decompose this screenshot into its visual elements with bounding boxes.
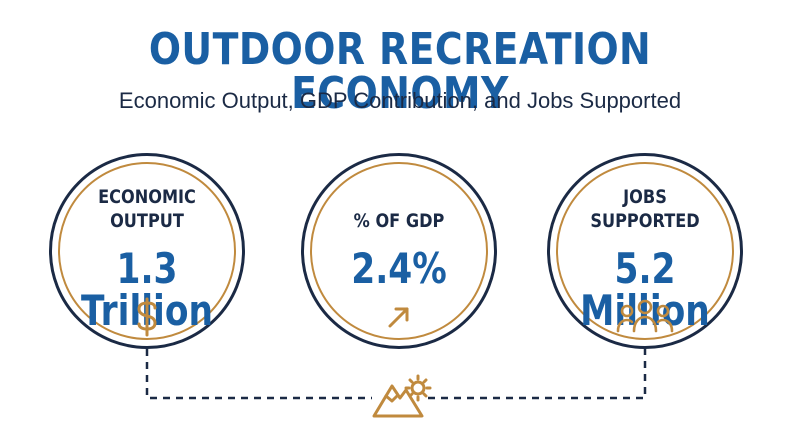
stat-label-line1: % OF GDP <box>353 210 445 232</box>
stat-value: 5.2 Million <box>580 244 710 335</box>
page-title: OUTDOOR RECREATION ECONOMY <box>148 24 652 119</box>
stat-label-line1: ECONOMIC <box>98 186 196 208</box>
arrow-up-right-icon <box>388 307 409 328</box>
mountain-gear-icon <box>372 374 432 418</box>
card-inner-ring <box>310 162 488 340</box>
jobs-supported-card: JOBS SUPPORTED 5.2 Million <box>547 153 743 349</box>
stat-value: 2.4% <box>351 244 447 293</box>
card-inner-ring <box>58 162 236 340</box>
stat-label-line2: SUPPORTED <box>590 210 700 232</box>
stat-label-line2: OUTPUT <box>110 210 184 232</box>
economic-output-card: ECONOMIC OUTPUT 1.3 Trillion <box>49 153 245 349</box>
card-inner-ring <box>556 162 734 340</box>
stat-label-line1: JOBS <box>623 186 667 208</box>
gdp-share-card: % OF GDP 2.4% <box>301 153 497 349</box>
dollar-icon <box>137 297 157 337</box>
people-icon <box>616 299 674 333</box>
page-subtitle: Economic Output, GDP Contribution, and J… <box>118 88 682 113</box>
